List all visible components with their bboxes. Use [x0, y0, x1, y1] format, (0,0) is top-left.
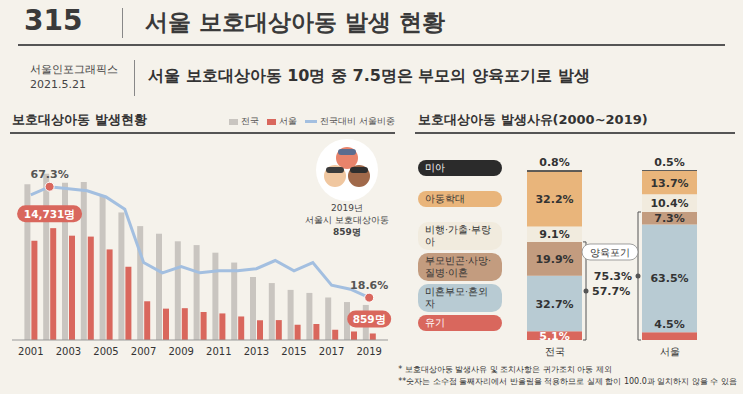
svg-text:2011: 2011 — [206, 346, 231, 357]
html-text:전국: 전국 — [241, 116, 260, 126]
svg-text:7.3%: 7.3% — [654, 212, 685, 225]
svg-text:2001: 2001 — [18, 346, 43, 357]
html-text:전국대비 서울비중: 전국대비 서울비중 — [320, 116, 395, 126]
svg-text:전국: 전국 — [545, 346, 565, 357]
svg-text:63.5%: 63.5% — [650, 272, 688, 285]
html-text:서울 보호대상아동 발생 현황: 서울 보호대상아동 발생 현황 — [145, 9, 445, 35]
svg-text:75.3%: 75.3% — [594, 270, 632, 283]
svg-text:2017: 2017 — [319, 346, 344, 357]
svg-text:2005: 2005 — [93, 346, 118, 357]
svg-text:2019: 2019 — [356, 346, 381, 357]
html-text:보호대상아동 발생사유(2000~2019): 보호대상아동 발생사유(2000~2019) — [418, 112, 648, 127]
svg-text:9.1%: 9.1% — [539, 228, 570, 241]
svg-text:2007: 2007 — [131, 346, 156, 357]
html-text:미아: 미아 — [425, 162, 445, 173]
html-text:2021.5.21: 2021.5.21 — [30, 78, 86, 91]
svg-text:19.9%: 19.9% — [535, 253, 573, 266]
svg-text:2009: 2009 — [168, 346, 193, 357]
svg-text:14,731명: 14,731명 — [24, 208, 76, 220]
svg-text:32.7%: 32.7% — [535, 298, 573, 311]
svg-text:0.5%: 0.5% — [654, 156, 685, 169]
html-text:부모빈곤·사망·질병·이혼: 부모빈곤·사망·질병·이혼 — [425, 255, 491, 278]
html-text:서울인포그래픽스: 서울인포그래픽스 — [30, 63, 118, 76]
svg-text:5.1%: 5.1% — [539, 330, 570, 343]
html-text:비행·가출·부랑아: 비행·가출·부랑아 — [425, 224, 491, 247]
svg-text:4.5%: 4.5% — [654, 318, 685, 331]
html-text:보호대상아동 발생현황: 보호대상아동 발생현황 — [12, 112, 147, 127]
html-text:859명: 859명 — [333, 227, 361, 237]
html-text:유기: 유기 — [425, 317, 445, 328]
html-text:**숫자는 소수점 둘째자리에서 반올림을 적용하므로 실제: **숫자는 소수점 둘째자리에서 반올림을 적용하므로 실제 합이 100.0과… — [398, 377, 737, 386]
svg-text:2003: 2003 — [56, 346, 81, 357]
svg-text:서울: 서울 — [660, 346, 680, 357]
html-text:2019년: 2019년 — [331, 203, 363, 213]
html-text:서울 보호대상아동 10명 중 7.5명은 부모의 양육포기: 서울 보호대상아동 10명 중 7.5명은 부모의 양육포기로 발생 — [148, 66, 590, 85]
svg-text:0.8%: 0.8% — [539, 156, 570, 169]
svg-text:32.2%: 32.2% — [535, 193, 573, 206]
svg-text:57.7%: 57.7% — [592, 285, 630, 298]
html-text:* 보호대상아동 발생사유 및 조치사항은 귀가조치 아동: * 보호대상아동 발생사유 및 조치사항은 귀가조치 아동 제외 — [398, 365, 612, 374]
svg-text:67.3%: 67.3% — [31, 168, 69, 181]
svg-text:859명: 859명 — [353, 313, 386, 325]
svg-text:2013: 2013 — [244, 346, 269, 357]
html-text:아동학대: 아동학대 — [425, 193, 465, 204]
html-text:미혼부모·혼외자: 미혼부모·혼외자 — [425, 286, 488, 309]
svg-text:13.7%: 13.7% — [650, 177, 688, 190]
svg-text:양육포기: 양육포기 — [590, 247, 630, 258]
html-text:315: 315 — [24, 4, 83, 37]
svg-text:10.4%: 10.4% — [650, 197, 688, 210]
svg-text:2015: 2015 — [281, 346, 306, 357]
html-text:서울시 보호대상아동: 서울시 보호대상아동 — [305, 215, 389, 225]
html-text:서울: 서울 — [279, 116, 298, 126]
svg-text:18.6%: 18.6% — [350, 279, 388, 292]
